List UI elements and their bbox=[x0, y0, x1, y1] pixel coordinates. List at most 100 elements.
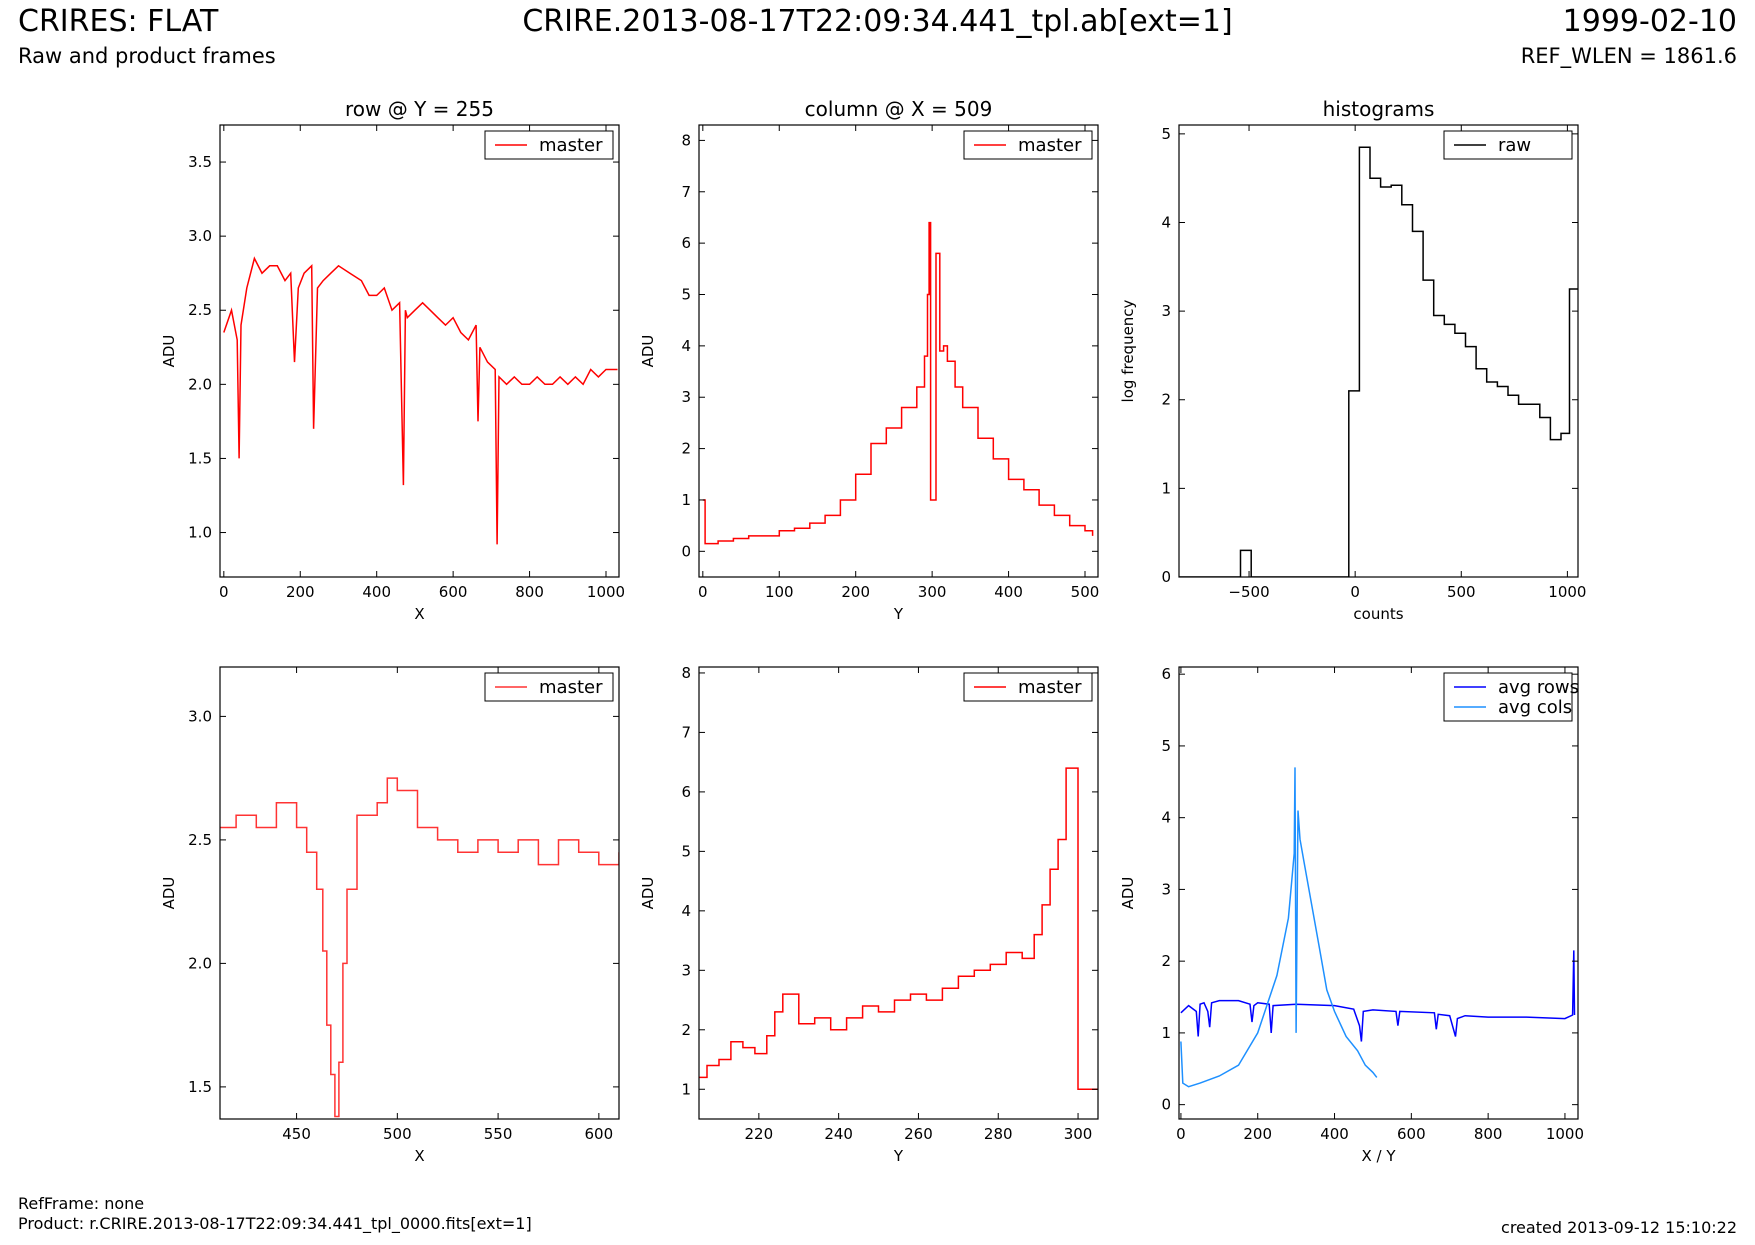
y-tick-label: 1 bbox=[681, 1080, 691, 1098]
x-tick-label: 800 bbox=[515, 583, 544, 601]
y-tick-label: 3.5 bbox=[188, 153, 212, 171]
created-label: created 2013-09-12 15:10:22 bbox=[1501, 1218, 1737, 1237]
y-axis-label: log frequency bbox=[1119, 299, 1137, 402]
y-tick-label: 5 bbox=[681, 286, 691, 304]
x-tick-label: 400 bbox=[1320, 1125, 1349, 1143]
y-tick-label: 2 bbox=[1161, 952, 1171, 970]
chart-col-full: 0 100 200 300 400 500 0 1 2 3 4 5 6 7 8 column @ X = 50… bbox=[639, 97, 1099, 623]
x-axis-label: Y bbox=[893, 605, 904, 623]
y-tick-label: 7 bbox=[681, 723, 691, 741]
x-tick-label: 1000 bbox=[1546, 1125, 1584, 1143]
x-axis-label: X bbox=[414, 1147, 424, 1165]
axes-frame bbox=[219, 666, 620, 1120]
x-axis-label: X / Y bbox=[1361, 1147, 1396, 1165]
y-tick-label: 4 bbox=[1161, 213, 1171, 231]
ref-wlen-label: REF_WLEN = 1861.6 bbox=[1520, 44, 1737, 68]
y-tick-label: 1.5 bbox=[188, 1078, 212, 1096]
y-tick-label: 6 bbox=[681, 783, 691, 801]
legend-label: master bbox=[539, 677, 603, 698]
x-tick-label: 200 bbox=[1243, 1125, 1272, 1143]
legend-label: avg cols bbox=[1498, 697, 1572, 718]
x-axis-label: Y bbox=[893, 1147, 904, 1165]
legend: master bbox=[484, 130, 614, 160]
x-axis-label: X bbox=[414, 605, 424, 623]
y-axis-label: ADU bbox=[639, 335, 657, 368]
y-tick-label: 2.0 bbox=[188, 375, 212, 393]
legend-label: master bbox=[1018, 135, 1082, 156]
legend: master bbox=[963, 130, 1093, 160]
x-tick-label: 280 bbox=[984, 1125, 1013, 1143]
x-tick-label: 1000 bbox=[587, 583, 625, 601]
y-axis-label: ADU bbox=[160, 877, 178, 910]
x-tick-label: 0 bbox=[1176, 1125, 1186, 1143]
y-tick-label: 5 bbox=[1161, 125, 1171, 143]
y-tick-label: 2.5 bbox=[188, 831, 212, 849]
legend-label: master bbox=[539, 135, 603, 156]
y-tick-label: 6 bbox=[681, 234, 691, 252]
y-tick-label: 3 bbox=[1161, 302, 1171, 320]
y-tick-label: 4 bbox=[681, 902, 691, 920]
legend-label: raw bbox=[1498, 135, 1531, 156]
y-tick-label: 5 bbox=[681, 842, 691, 860]
y-tick-label: 2.0 bbox=[188, 954, 212, 972]
y-tick-label: 1.0 bbox=[188, 524, 212, 542]
x-tick-label: 400 bbox=[994, 583, 1023, 601]
legend: raw bbox=[1443, 130, 1573, 160]
series-line-master bbox=[702, 221, 1094, 545]
x-tick-label: 300 bbox=[1064, 1125, 1093, 1143]
y-axis-label: ADU bbox=[639, 877, 657, 910]
y-tick-label: 7 bbox=[681, 183, 691, 201]
y-tick-label: 3 bbox=[681, 388, 691, 406]
x-tick-label: 200 bbox=[286, 583, 315, 601]
chart-avg: 0 200 400 600 800 1000 0 1 2 3 4 5 6 X / Y ADU avg rows… bbox=[1119, 665, 1584, 1165]
x-tick-label: 500 bbox=[1447, 583, 1476, 601]
chart-hist: −500 0 500 1000 0 1 2 3 4 5 histograms counts log fr… bbox=[1119, 97, 1586, 623]
x-tick-label: 550 bbox=[484, 1125, 513, 1143]
x-tick-label: 400 bbox=[362, 583, 391, 601]
y-tick-label: 1 bbox=[1161, 1024, 1171, 1042]
page-title: CRIRES: FLAT bbox=[18, 4, 219, 39]
y-tick-label: 2 bbox=[1161, 391, 1171, 409]
page-subtitle: Raw and product frames bbox=[18, 44, 276, 68]
axes-frame bbox=[698, 666, 1099, 1120]
chart-col-zoom: 220 240 260 280 300 1 2 3 4 5 6 7 8 Y ADU master bbox=[639, 664, 1099, 1165]
x-axis-label: counts bbox=[1353, 605, 1403, 623]
x-tick-label: 0 bbox=[219, 583, 229, 601]
y-tick-label: 5 bbox=[1161, 737, 1171, 755]
file-title: CRIRE.2013-08-17T22:09:34.441_tpl.ab[ext… bbox=[522, 4, 1233, 39]
y-tick-label: 4 bbox=[1161, 809, 1171, 827]
y-axis-label: ADU bbox=[1119, 877, 1137, 910]
x-tick-label: 1000 bbox=[1548, 583, 1586, 601]
refframe-label: RefFrame: none bbox=[18, 1194, 145, 1213]
legend-label: master bbox=[1018, 677, 1082, 698]
axes-frame bbox=[219, 124, 620, 578]
series-line-avg-rows bbox=[1180, 950, 1576, 1042]
series-line-master bbox=[699, 767, 1098, 1091]
legend: master bbox=[484, 672, 614, 702]
x-tick-label: 300 bbox=[918, 583, 947, 601]
y-tick-label: 1 bbox=[1161, 479, 1171, 497]
series-line-master bbox=[223, 256, 618, 545]
chart-title: column @ X = 509 bbox=[805, 97, 993, 121]
date-label: 1999-02-10 bbox=[1562, 4, 1737, 39]
x-tick-label: 0 bbox=[698, 583, 708, 601]
y-tick-label: 8 bbox=[681, 131, 691, 149]
y-tick-label: 3 bbox=[681, 961, 691, 979]
x-tick-label: 500 bbox=[1071, 583, 1100, 601]
y-tick-label: 1 bbox=[681, 491, 691, 509]
chart-row-full: 0 200 400 600 800 1000 1.0 1.5 2.0 2.5 3.0 3.5 row @… bbox=[160, 97, 625, 623]
x-tick-label: 260 bbox=[904, 1125, 933, 1143]
y-tick-label: 2.5 bbox=[188, 301, 212, 319]
x-tick-label: −500 bbox=[1228, 583, 1269, 601]
legend-box bbox=[1443, 672, 1573, 722]
x-tick-label: 220 bbox=[745, 1125, 774, 1143]
series-line-raw bbox=[1179, 146, 1578, 577]
y-tick-label: 3.0 bbox=[188, 707, 212, 725]
x-tick-label: 450 bbox=[282, 1125, 311, 1143]
legend-label: avg rows bbox=[1498, 677, 1579, 698]
axes-frame bbox=[698, 124, 1099, 578]
axes-frame bbox=[1178, 124, 1579, 578]
chart-row-zoom: 450 500 550 600 1.5 2.0 2.5 3.0 X ADU master bbox=[160, 666, 620, 1165]
